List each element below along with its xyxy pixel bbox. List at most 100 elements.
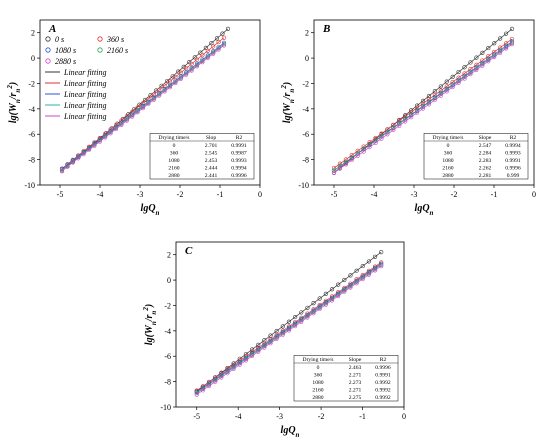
y-tick-label: -2 [302, 79, 309, 88]
data-point-2880s [225, 371, 230, 376]
x-tick-label: -4 [235, 412, 242, 421]
table-cell: 0.999 [507, 173, 520, 179]
y-tick-label: -6 [28, 130, 35, 139]
data-point-2160s [331, 168, 337, 173]
table-cell: 2.453 [205, 158, 218, 164]
panel-label: A [48, 23, 56, 35]
data-point-0s [262, 338, 267, 343]
data-point-2880s [216, 47, 221, 52]
data-point-0s [203, 45, 208, 50]
table-cell: 0.9993 [231, 158, 247, 164]
legend-label: Linear fitting [63, 101, 106, 110]
data-point-2880s [162, 89, 167, 94]
data-point-2880s [331, 170, 337, 176]
table-cell: 0.9996 [375, 365, 391, 371]
data-point-2880s [167, 85, 173, 90]
y-tick-label: -4 [302, 105, 309, 114]
data-point-0s [474, 55, 479, 60]
data-point-2880s [274, 336, 279, 342]
data-point-2880s [420, 106, 426, 111]
table-header-cell: Slop [206, 135, 216, 141]
chart-panel-B: -5 -4 -3 -2 -1 020-2-4-6-8-10lgQnlg(Wn/rn2)BD… [280, 19, 536, 217]
data-point-2880s [146, 101, 151, 107]
table-cell: 2880 [168, 173, 179, 179]
x-tick-label: -2 [318, 412, 325, 421]
data-point-2880s [70, 160, 75, 165]
data-point-0s [438, 84, 443, 89]
data-point-360s [361, 144, 366, 149]
table-header-cell: R2 [236, 135, 243, 141]
data-point-2880s [140, 106, 146, 111]
data-point-0s [420, 98, 426, 103]
table-cell: 2.273 [349, 380, 362, 386]
fit-line-2160s [196, 264, 382, 394]
data-point-2880s [130, 114, 135, 119]
legend-label: 0 s [55, 35, 64, 44]
data-point-2880s [414, 110, 420, 115]
fit-line-2880s [61, 45, 225, 172]
data-table: Drying time/s0360108021602880Slope2.4632… [293, 355, 399, 402]
data-point-360s [331, 165, 337, 171]
table-cell: 0.9994 [231, 166, 247, 172]
table-cell: 1080 [312, 380, 323, 386]
data-point-2880s [249, 353, 255, 359]
data-point-0s [379, 250, 384, 255]
data-point-360s [189, 61, 194, 67]
data-point-2880s [305, 315, 310, 320]
plot-frame [175, 241, 405, 408]
data-point-0s [450, 74, 455, 79]
y-tick-label: 0 [31, 54, 35, 63]
table-header-cell: R2 [510, 135, 517, 141]
data-point-2880s [243, 358, 249, 363]
data-point-2880s [221, 43, 227, 48]
table-cell: 0.9993 [505, 150, 521, 156]
data-point-2880s [329, 298, 335, 303]
data-point-2880s [474, 67, 479, 72]
plot-frame [313, 19, 535, 186]
legend-label: Linear fitting [63, 68, 106, 77]
y-tick-label: -4 [28, 105, 35, 114]
data-point-2880s [194, 392, 199, 397]
data-point-2160s [379, 262, 384, 267]
data-point-2880s [503, 46, 509, 51]
data-point-2880s [337, 166, 343, 171]
data-point-360s [373, 135, 378, 141]
y-tick-label: 2 [305, 29, 309, 38]
data-point-2880s [432, 97, 437, 103]
data-point-2880s [65, 164, 70, 169]
x-axis-label: lgQn [141, 203, 160, 217]
data-point-2880s [256, 349, 261, 354]
data-point-2880s [372, 268, 378, 273]
data-point-2880s [206, 383, 212, 389]
legend-label: Linear fitting [63, 112, 106, 121]
table-cell: 2160 [442, 166, 453, 172]
data-point-0s [360, 263, 365, 269]
data-point-0s [286, 319, 292, 324]
legend-marker [45, 47, 51, 53]
table-header-cell: Slope [479, 135, 492, 141]
data-point-0s [492, 41, 497, 46]
data-point-360s [367, 140, 372, 145]
chart-panel-A: -5 -4 -3 -2 -1 020-2-4-6-8-10lgQnlg(Wn/rn2)A0… [6, 19, 262, 217]
data-point-1080s [509, 39, 515, 44]
data-point-0s [311, 301, 316, 306]
data-table: Drying time/s0360108021602880Slope2.5472… [423, 133, 529, 180]
data-point-2880s [219, 375, 224, 380]
data-point-360s [337, 161, 343, 166]
data-point-0s [249, 347, 255, 352]
y-tick-label: 0 [167, 276, 171, 285]
table-cell: 2.701 [205, 143, 218, 149]
fit-line-360s [196, 262, 382, 391]
data-point-0s [486, 45, 491, 51]
data-point-0s [480, 50, 485, 55]
y-axis-label: lg(Wn/rn2) [280, 82, 296, 123]
data-point-0s [444, 79, 449, 84]
y-tick-label: -6 [164, 352, 171, 361]
data-point-2880s [86, 147, 92, 153]
fit-line-1080s [196, 263, 382, 393]
data-point-2880s [237, 362, 242, 367]
data-point-2880s [135, 110, 140, 115]
data-point-2880s [189, 68, 194, 73]
data-point-0s [456, 69, 461, 75]
